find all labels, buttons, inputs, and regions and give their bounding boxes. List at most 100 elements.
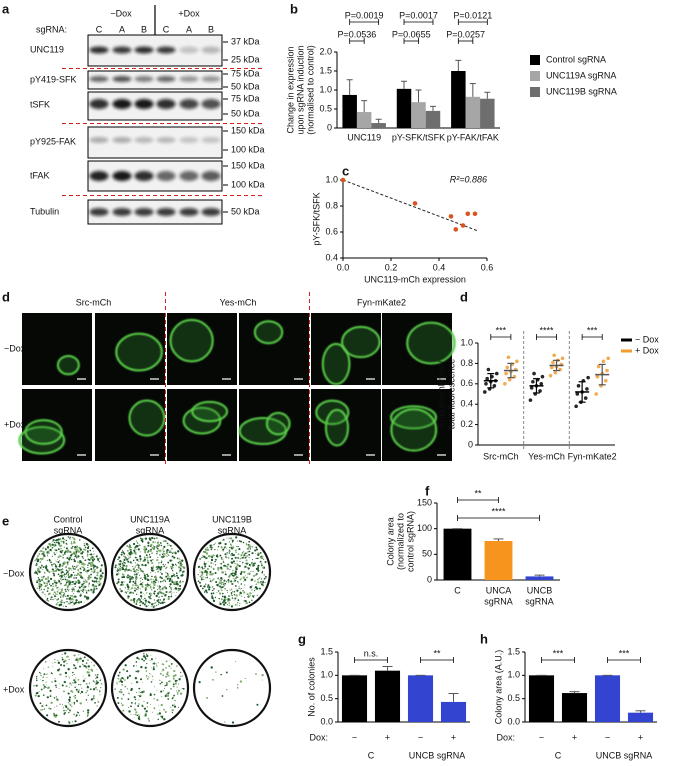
colony	[251, 559, 253, 561]
colony	[231, 552, 234, 555]
colony	[165, 567, 167, 570]
colony	[59, 683, 61, 685]
colony	[171, 704, 174, 707]
colony	[53, 579, 56, 582]
colony	[150, 594, 152, 597]
colony	[50, 693, 52, 695]
colony	[99, 691, 101, 693]
colony	[75, 566, 78, 569]
colony	[247, 546, 251, 549]
colony	[242, 589, 244, 592]
colony	[57, 661, 61, 665]
colony	[232, 569, 234, 572]
colony	[242, 541, 245, 544]
point	[484, 382, 488, 386]
colony	[138, 687, 141, 690]
colony	[63, 561, 66, 564]
colony	[255, 548, 258, 551]
colony	[256, 573, 258, 575]
colony	[92, 680, 95, 682]
colony	[172, 677, 175, 680]
colony	[38, 566, 40, 568]
colony	[138, 714, 140, 716]
colony	[65, 601, 67, 603]
colony	[66, 562, 69, 564]
colony	[162, 555, 164, 557]
colony	[165, 555, 167, 557]
colony	[59, 673, 61, 676]
colony	[49, 577, 53, 581]
colony	[135, 691, 138, 694]
colony	[86, 555, 89, 557]
colony	[175, 581, 178, 583]
colony	[58, 563, 62, 566]
point	[507, 377, 512, 382]
colony	[71, 541, 73, 543]
colony	[73, 673, 75, 676]
colony	[62, 601, 64, 603]
point	[472, 211, 478, 217]
y-tick-label: 1.0	[460, 337, 473, 347]
colony	[70, 588, 73, 591]
colony	[211, 579, 214, 582]
colony	[131, 578, 133, 581]
colony	[176, 693, 179, 695]
colony	[61, 684, 63, 686]
colony	[127, 698, 130, 701]
colony	[225, 671, 228, 674]
colony	[49, 548, 52, 552]
colony	[54, 715, 57, 718]
group-label: C	[368, 750, 375, 760]
colony	[129, 591, 132, 594]
colony	[44, 661, 47, 663]
x-tick-label: Src-mCh	[483, 451, 519, 461]
colony	[150, 704, 152, 706]
colony	[43, 581, 45, 583]
colony	[61, 537, 65, 540]
colony	[160, 577, 162, 579]
colony	[232, 553, 235, 557]
colony	[235, 661, 237, 663]
colony	[89, 549, 92, 552]
colony	[47, 578, 49, 580]
colony	[211, 556, 214, 559]
colony	[256, 594, 259, 597]
colony	[221, 592, 224, 595]
colony	[224, 582, 226, 585]
colony	[117, 677, 120, 680]
colony	[254, 552, 256, 554]
colony	[63, 660, 65, 663]
y-axis-label: Colony area	[385, 517, 395, 566]
colony	[120, 689, 122, 691]
colony	[80, 589, 82, 592]
colony	[122, 564, 126, 567]
colony	[62, 554, 65, 556]
colony	[68, 581, 70, 583]
colony	[69, 589, 71, 590]
colony	[151, 536, 154, 540]
cell	[115, 332, 163, 372]
colony	[46, 597, 49, 600]
colony	[177, 589, 180, 592]
colony	[71, 721, 74, 723]
lane-label: A	[119, 24, 125, 34]
colony	[216, 554, 218, 556]
colony	[223, 585, 225, 587]
colony	[65, 542, 67, 545]
colony	[120, 565, 122, 567]
condition-label: −Dox	[4, 343, 26, 353]
colony	[152, 564, 154, 566]
colony	[65, 582, 68, 584]
colony	[73, 701, 76, 704]
colony	[253, 595, 255, 597]
colony	[262, 556, 264, 558]
colony	[46, 590, 49, 593]
colony	[71, 553, 73, 555]
colony	[117, 568, 119, 570]
colony	[207, 555, 211, 558]
colony	[85, 662, 88, 664]
colony	[35, 562, 38, 565]
colony	[132, 577, 135, 579]
colony	[96, 557, 99, 560]
colony	[56, 698, 58, 700]
